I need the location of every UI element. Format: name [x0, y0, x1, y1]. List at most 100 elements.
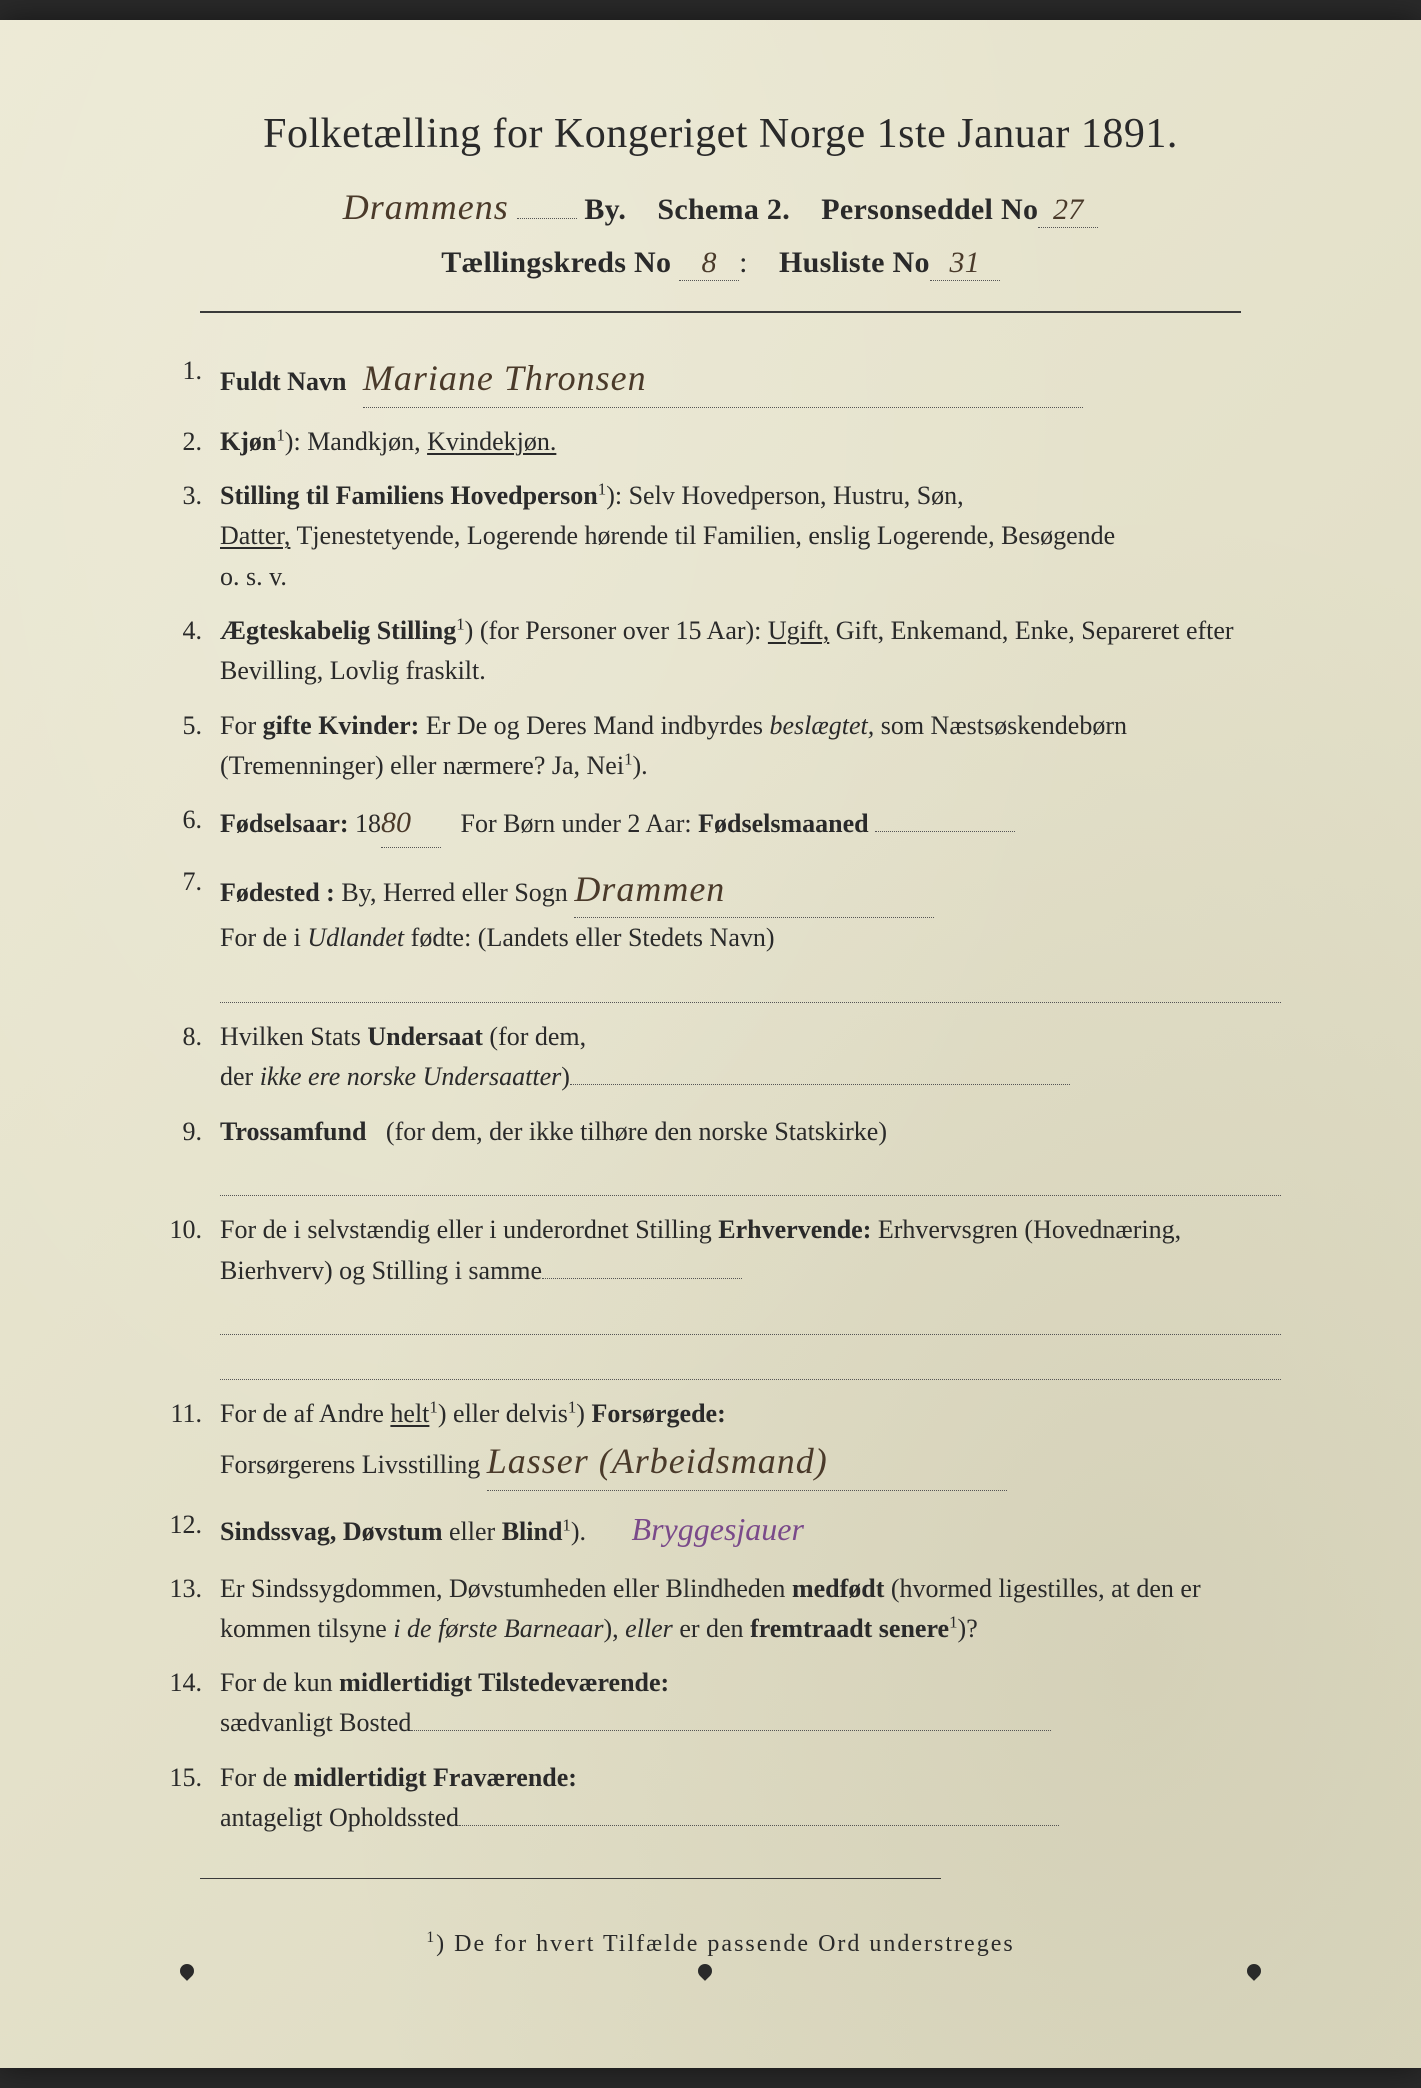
question-12: 12. Sindssvag, Døvstum eller Blind1). Br…: [160, 1505, 1281, 1555]
q4-label: Ægteskabelig Stilling: [220, 616, 456, 645]
question-9: 9. Trossamfund (for dem, der ikke tilhør…: [160, 1112, 1281, 1197]
q7-label: Fødested :: [220, 878, 335, 907]
q15-text2: antageligt Opholdssted: [220, 1803, 459, 1832]
q9-num: 9.: [160, 1112, 220, 1197]
footnote: 1) De for hvert Tilfælde passende Ord un…: [160, 1929, 1281, 1958]
schema-label: Schema 2.: [657, 193, 790, 226]
q13-label: medfødt: [792, 1574, 884, 1603]
q13-text1: Er Sindssygdommen, Døvstumheden eller Bl…: [220, 1574, 785, 1603]
divider-bottom: [200, 1878, 941, 1879]
q14-text1: For de kun: [220, 1668, 333, 1697]
q3-label: Stilling til Familiens Hovedperson: [220, 481, 598, 510]
q11-text1: For de af Andre: [220, 1399, 384, 1428]
q8-text2: (for dem,: [489, 1022, 586, 1051]
q14-label: midlertidigt Tilstedeværende:: [339, 1668, 669, 1697]
divider-top: [200, 311, 1241, 313]
header-line-2: Tællingskreds No 8: Husliste No31: [160, 246, 1281, 281]
q8-text3: der: [220, 1062, 253, 1091]
personseddel-no: 27: [1053, 193, 1084, 226]
kreds-label: Tællingskreds No: [441, 246, 671, 279]
by-label: By.: [584, 193, 626, 226]
q5-text1: For: [220, 711, 256, 740]
q5-num: 5.: [160, 706, 220, 787]
ink-mark-icon: [1244, 1961, 1264, 1981]
q12-value: Bryggesjauer: [632, 1511, 804, 1547]
q13-italic2: eller: [625, 1614, 673, 1643]
q6-text2: For Børn under 2 Aar:: [461, 809, 692, 838]
husliste-label: Husliste No: [779, 246, 930, 279]
q4-selected: Ugift,: [768, 616, 829, 645]
q5-text2: Er De og Deres Mand indbyrdes: [426, 711, 763, 740]
q6-label2: Fødselsmaaned: [698, 809, 868, 838]
q5-label: gifte Kvinder:: [263, 711, 420, 740]
question-5: 5. For gifte Kvinder: Er De og Deres Man…: [160, 706, 1281, 787]
q2-num: 2.: [160, 422, 220, 462]
q15-text1: For de: [220, 1763, 287, 1792]
q6-year-prefix: 18: [355, 809, 381, 838]
q8-italic: ikke ere norske Undersaatter: [260, 1062, 562, 1091]
q13-label2: fremtraadt senere: [750, 1614, 949, 1643]
q8-num: 8.: [160, 1017, 220, 1098]
q1-num: 1.: [160, 351, 220, 408]
question-3: 3. Stilling til Familiens Hovedperson1):…: [160, 476, 1281, 597]
q3-text3: o. s. v.: [220, 562, 287, 591]
document-page: Folketælling for Kongeriget Norge 1ste J…: [0, 20, 1421, 2068]
q13-italic1: i de første Barneaar: [393, 1614, 603, 1643]
question-2: 2. Kjøn1): Mandkjøn, Kvindekjøn.: [160, 422, 1281, 462]
q11-value: Lasser (Arbeidsmand): [487, 1434, 828, 1490]
q13-num: 13.: [160, 1569, 220, 1650]
q11-label: Forsørgede:: [591, 1399, 725, 1428]
q4-num: 4.: [160, 611, 220, 692]
q11-u1: helt: [390, 1399, 429, 1428]
q3-num: 3.: [160, 476, 220, 597]
question-13: 13. Er Sindssygdommen, Døvstumheden elle…: [160, 1569, 1281, 1650]
q8-label: Undersaat: [367, 1022, 483, 1051]
q1-label: Fuldt Navn: [220, 367, 346, 396]
q9-text: (for dem, der ikke tilhøre den norske St…: [386, 1117, 887, 1146]
footnote-text: De for hvert Tilfælde passende Ord under…: [454, 1931, 1015, 1957]
main-title: Folketælling for Kongeriget Norge 1ste J…: [160, 110, 1281, 158]
q2-selected: Kvindekjøn.: [427, 427, 556, 456]
question-15: 15. For de midlertidigt Fraværende: anta…: [160, 1758, 1281, 1839]
personseddel-label: Personseddel No: [821, 193, 1038, 226]
q11-num: 11.: [160, 1394, 220, 1491]
q6-num: 6.: [160, 800, 220, 848]
q9-label: Trossamfund: [220, 1117, 366, 1146]
question-7: 7. Fødested : By, Herred eller Sogn Dram…: [160, 862, 1281, 1003]
question-11: 11. For de af Andre helt1) eller delvis1…: [160, 1394, 1281, 1491]
q12-label2: Blind: [502, 1517, 563, 1546]
q8-text1: Hvilken Stats: [220, 1022, 361, 1051]
q15-num: 15.: [160, 1758, 220, 1839]
q7-num: 7.: [160, 862, 220, 1003]
city-name-handwritten: Drammens: [343, 186, 509, 228]
question-6: 6. Fødselsaar: 1880 For Børn under 2 Aar…: [160, 800, 1281, 848]
question-10: 10. For de i selvstændig eller i underor…: [160, 1210, 1281, 1379]
q7-italic: Udlandet: [307, 923, 404, 952]
husliste-no: 31: [949, 246, 980, 279]
header-line-1: Drammens By. Schema 2. Personseddel No 27: [160, 186, 1281, 228]
question-14: 14. For de kun midlertidigt Tilstedevære…: [160, 1663, 1281, 1744]
q12-text: eller: [449, 1517, 495, 1546]
kreds-no: 8: [701, 246, 716, 279]
q12-num: 12.: [160, 1505, 220, 1555]
q10-text1: For de i selvstændig eller i underordnet…: [220, 1215, 712, 1244]
question-4: 4. Ægteskabelig Stilling1) (for Personer…: [160, 611, 1281, 692]
q11-text3: Forsørgerens Livsstilling: [220, 1450, 480, 1479]
q5-italic: beslægtet,: [770, 711, 875, 740]
q6-label: Fødselsaar:: [220, 809, 349, 838]
q15-label: midlertidigt Fraværende:: [294, 1763, 577, 1792]
q3-text2: Tjenestetyende, Logerende hørende til Fa…: [296, 521, 1115, 550]
q7-text3: fødte: (Landets eller Stedets Navn): [411, 923, 775, 952]
q6-year: 80: [381, 806, 411, 839]
question-8: 8. Hvilken Stats Undersaat (for dem, der…: [160, 1017, 1281, 1098]
q7-value: Drammen: [574, 862, 725, 918]
q3-text1: Selv Hovedperson, Hustru, Søn,: [629, 481, 964, 510]
q2-opts: Mandkjøn,: [307, 427, 420, 456]
q1-value: Mariane Thronsen: [363, 351, 647, 407]
q3-selected: Datter,: [220, 521, 290, 550]
q4-text1: (for Personer over 15 Aar):: [480, 616, 762, 645]
q2-label: Kjøn: [220, 427, 276, 456]
q10-label: Erhvervende:: [718, 1215, 871, 1244]
q14-text2: sædvanligt Bosted: [220, 1708, 411, 1737]
q10-num: 10.: [160, 1210, 220, 1379]
